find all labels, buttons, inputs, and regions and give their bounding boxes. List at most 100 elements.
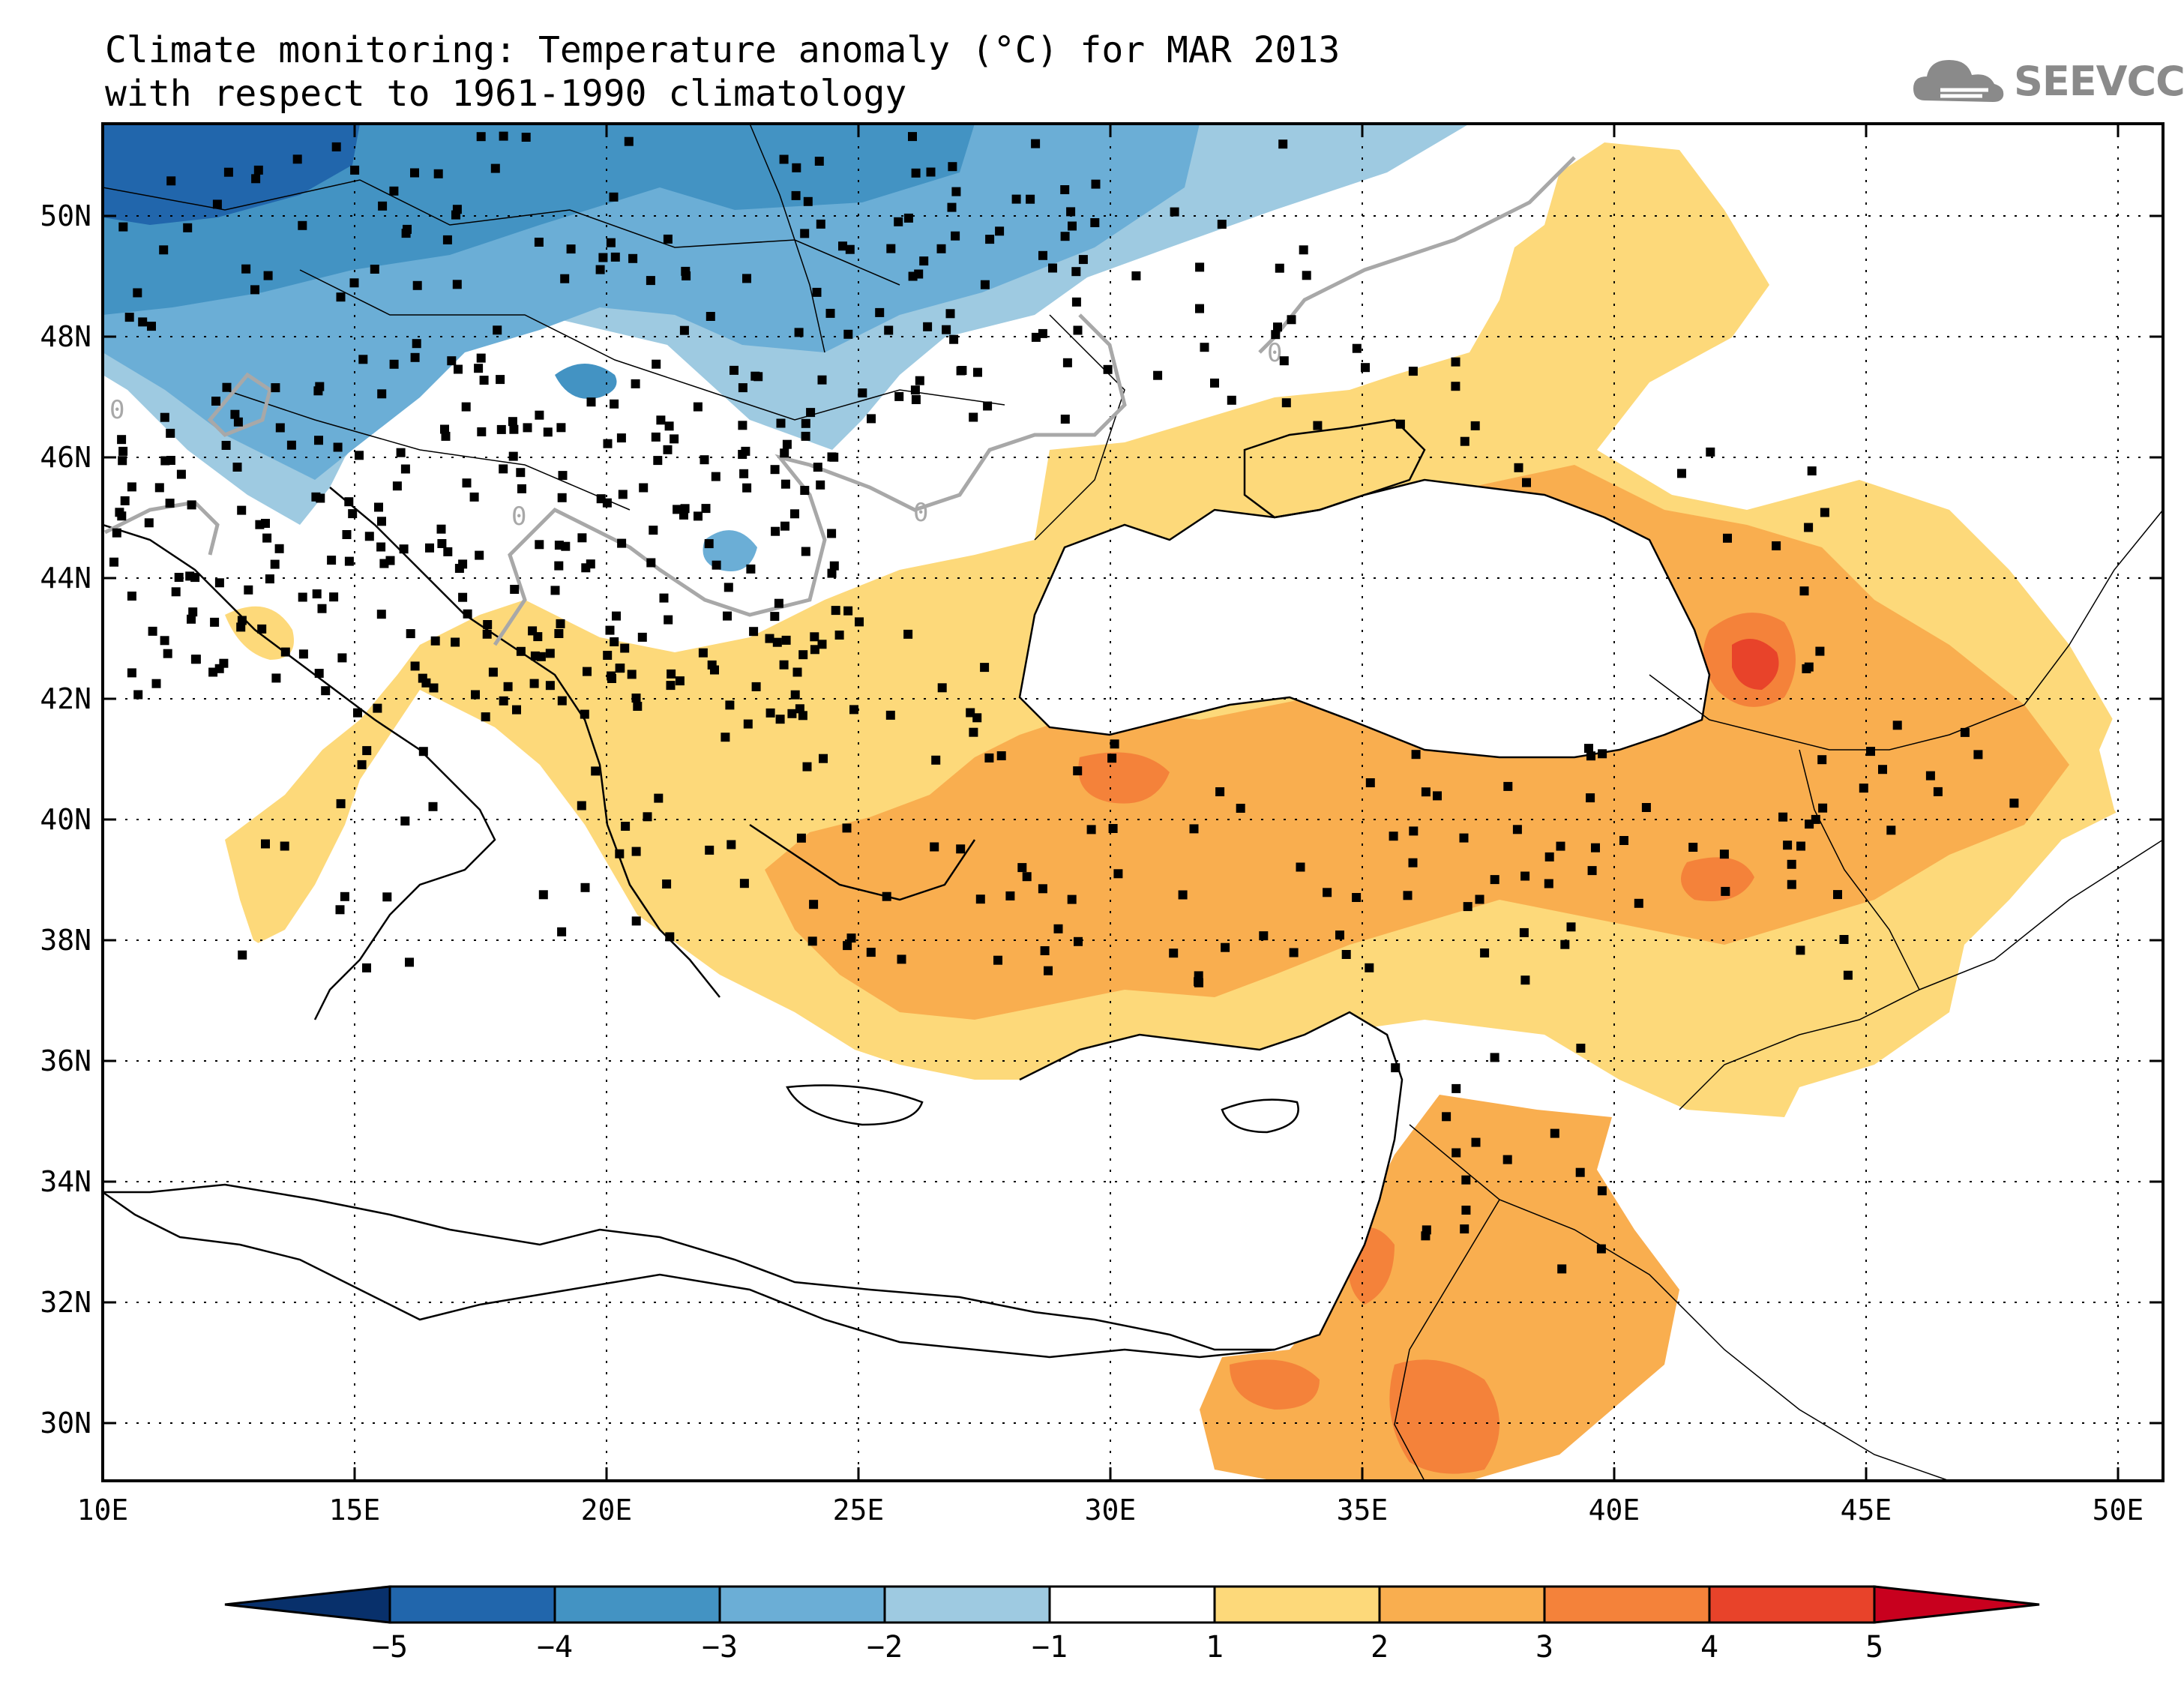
station-marker (1557, 1264, 1567, 1274)
station-marker (628, 253, 638, 263)
station-marker (329, 592, 339, 602)
station-marker (1818, 803, 1828, 813)
station-marker (849, 705, 858, 715)
station-marker (499, 696, 508, 706)
station-marker (221, 441, 231, 450)
station-marker (399, 544, 409, 554)
station-marker (983, 401, 993, 411)
station-marker (1365, 963, 1374, 972)
station-marker (1520, 975, 1530, 985)
station-marker (834, 631, 844, 640)
station-marker (606, 238, 616, 247)
station-marker (700, 455, 709, 465)
anomaly-region-plus4-caucasus (1732, 639, 1779, 690)
station-marker (118, 222, 128, 232)
station-marker (894, 391, 904, 401)
station-marker (1302, 271, 1311, 280)
station-marker (803, 196, 813, 206)
station-marker (412, 339, 421, 349)
colorbar-label: 2 (1371, 1630, 1389, 1665)
station-marker (1866, 747, 1875, 757)
station-marker (616, 433, 626, 443)
station-marker (1409, 826, 1419, 836)
colorbar-label: −1 (1032, 1630, 1068, 1665)
station-marker (1544, 879, 1553, 888)
station-marker (557, 493, 567, 502)
coastline-crete (786, 1084, 924, 1126)
station-marker (580, 709, 589, 719)
station-marker (1634, 898, 1643, 908)
station-marker (810, 645, 819, 655)
station-marker (433, 169, 443, 178)
border-lines-east (1649, 509, 2163, 990)
station-marker (670, 434, 679, 444)
station-marker (637, 632, 647, 642)
station-marker (706, 312, 715, 321)
station-marker (956, 844, 966, 854)
colorbar-label: 1 (1206, 1630, 1224, 1665)
station-marker (667, 669, 676, 679)
station-marker (867, 414, 876, 424)
station-marker (516, 468, 526, 478)
station-marker (1210, 378, 1219, 388)
station-marker (1480, 948, 1490, 957)
border-lines-north (103, 124, 1125, 541)
station-marker (1451, 382, 1460, 391)
lon-label: 20E (581, 1494, 633, 1527)
station-marker (908, 271, 918, 281)
station-marker (554, 629, 564, 638)
station-marker (779, 660, 789, 670)
station-marker (886, 244, 896, 253)
station-marker (620, 643, 630, 653)
station-marker (1108, 824, 1118, 833)
station-marker (1772, 541, 1781, 550)
station-marker (894, 217, 903, 226)
station-marker (382, 892, 392, 902)
station-marker (374, 502, 383, 512)
station-marker (729, 365, 738, 375)
black-sea (1020, 480, 1709, 757)
station-marker (1973, 750, 1983, 760)
station-marker (1843, 970, 1853, 980)
station-marker (742, 483, 752, 493)
station-marker (1586, 793, 1595, 803)
colorbar-segment (1378, 1585, 1546, 1624)
station-marker (1391, 1063, 1401, 1073)
lat-label: 48N (40, 320, 91, 353)
station-marker (534, 238, 544, 247)
station-marker (827, 452, 837, 462)
station-marker (926, 167, 936, 177)
title-line-1: Climate monitoring: Temperature anomaly … (105, 29, 1341, 71)
station-marker (1170, 207, 1179, 217)
station-marker (1460, 1224, 1469, 1234)
station-marker (1422, 1225, 1431, 1235)
station-marker (1259, 931, 1269, 941)
station-marker (1575, 1167, 1585, 1177)
station-marker (694, 511, 703, 521)
station-marker (875, 307, 885, 317)
station-marker (846, 933, 856, 943)
station-marker (607, 674, 616, 683)
station-marker (222, 382, 232, 392)
station-marker (610, 399, 619, 409)
station-marker (442, 235, 452, 244)
station-marker (751, 682, 761, 691)
station-marker (120, 496, 130, 505)
station-marker (1086, 825, 1096, 835)
station-marker (280, 647, 290, 657)
lat-label: 44N (40, 562, 91, 595)
station-marker (1522, 478, 1531, 487)
station-marker (183, 223, 193, 232)
station-marker (1452, 1148, 1461, 1158)
anomaly-region-plus2-levant (1200, 1095, 1679, 1481)
lon-label: 40E (1589, 1494, 1640, 1527)
station-marker (885, 710, 895, 720)
station-marker (127, 592, 136, 601)
station-marker (903, 629, 913, 639)
station-marker (529, 679, 539, 688)
station-marker (475, 550, 484, 560)
station-marker (253, 165, 263, 175)
station-marker (458, 592, 468, 602)
station-marker (214, 578, 224, 588)
station-marker (1178, 890, 1188, 900)
